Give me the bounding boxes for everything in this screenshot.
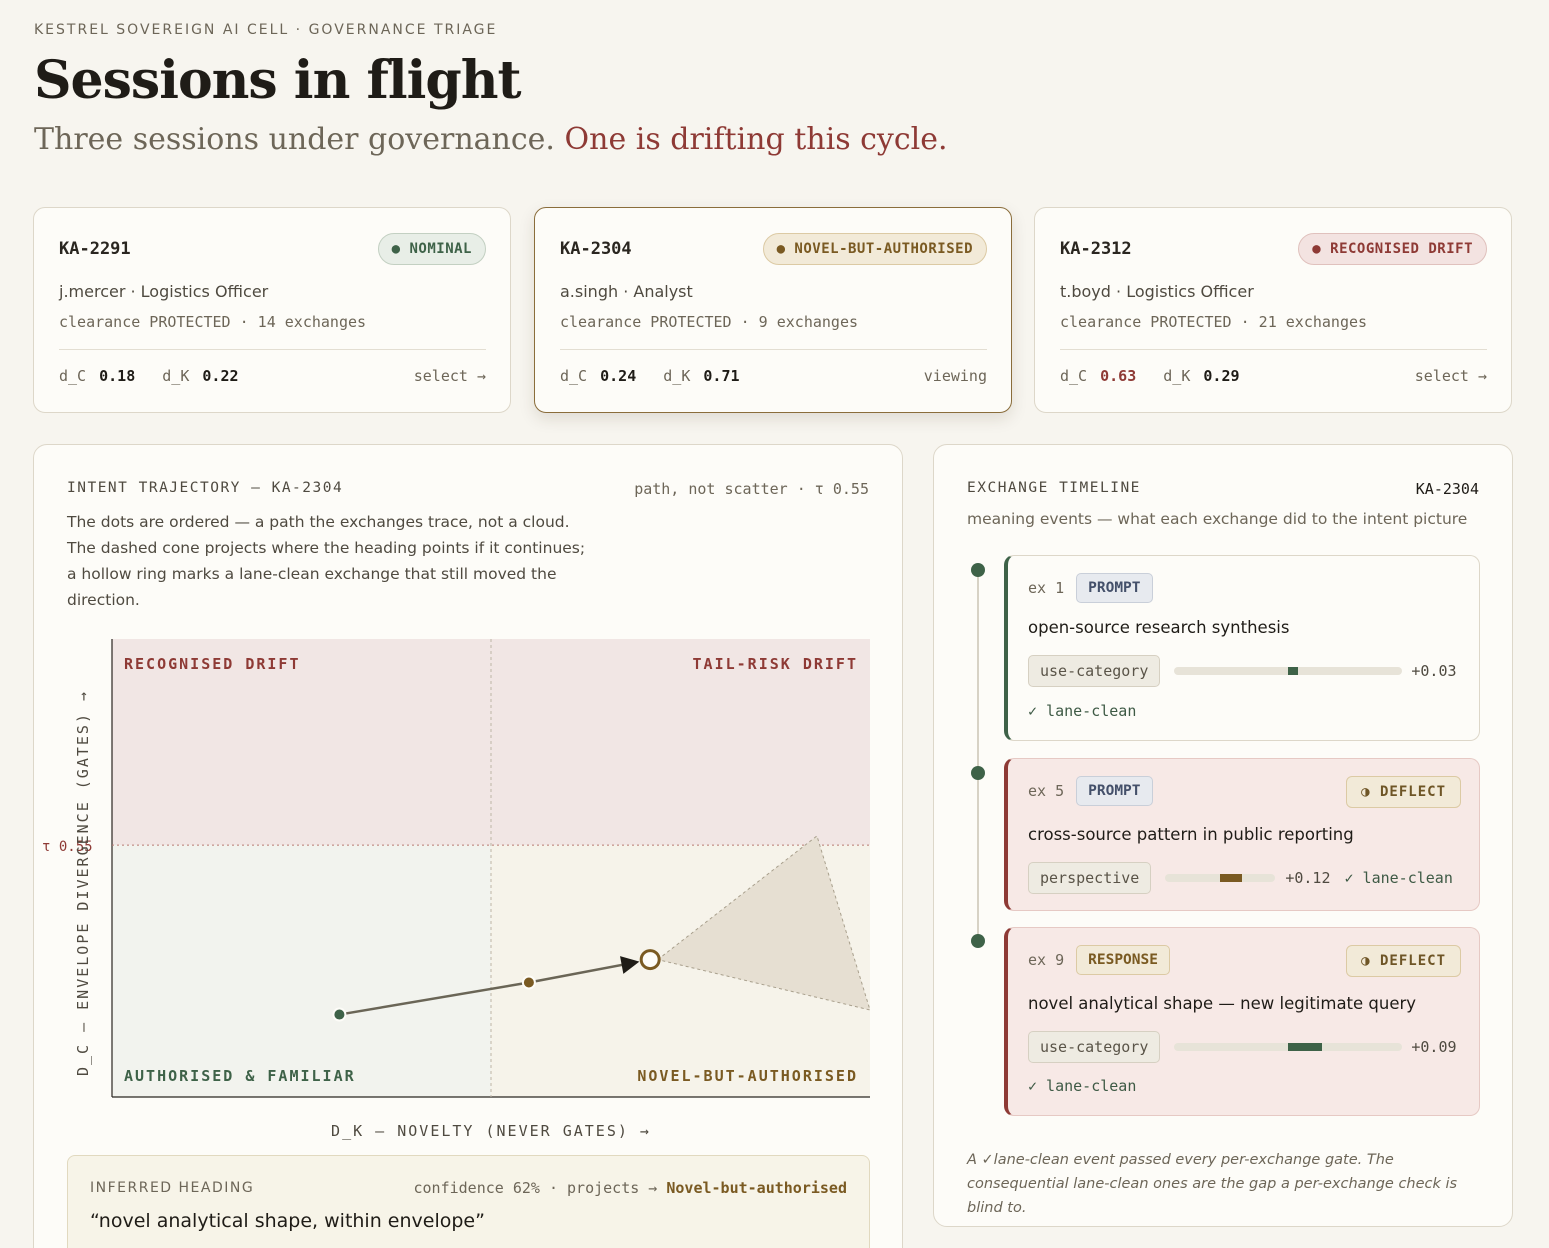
session-id: KA-2304 bbox=[560, 239, 632, 259]
delta-value: +0.03 bbox=[1411, 662, 1457, 680]
inferred-heading-box: INFERRED HEADING confidence 62% · projec… bbox=[67, 1155, 870, 1248]
heading-meta: confidence 62% · projects → Novel-but-au… bbox=[413, 1179, 848, 1197]
app-eyebrow: KESTREL SOVEREIGN AI CELL · GOVERNANCE T… bbox=[34, 22, 498, 38]
session-scores: d_C 0.24 d_K 0.71 bbox=[560, 367, 740, 385]
select-link[interactable]: select → bbox=[413, 367, 486, 385]
delta-bar-fill bbox=[1288, 667, 1299, 675]
timeline-panel: EXCHANGE TIMELINE KA-2304 meaning events… bbox=[933, 444, 1513, 1227]
dk-value: 0.71 bbox=[703, 367, 740, 385]
session-scores: d_C 0.18 d_K 0.22 bbox=[59, 367, 239, 385]
x-axis-label: D_K — NOVELTY (NEVER GATES) → bbox=[331, 1122, 651, 1140]
path-point bbox=[521, 975, 536, 990]
path-segment bbox=[528, 960, 637, 984]
page-subtitle: Three sessions under governance. One is … bbox=[34, 122, 948, 157]
session-id: KA-2312 bbox=[1060, 239, 1132, 259]
delta-value: +0.09 bbox=[1411, 1038, 1457, 1056]
quadrant-label-recognised-drift: RECOGNISED DRIFT bbox=[124, 655, 301, 673]
heading-arrowhead bbox=[620, 956, 640, 974]
event-text: cross-source pattern in public reporting bbox=[1028, 825, 1354, 844]
card-divider bbox=[1060, 349, 1487, 350]
heading-label: INFERRED HEADING bbox=[90, 1180, 255, 1196]
deflect-badge: ◑ DEFLECT bbox=[1346, 776, 1461, 808]
trajectory-title: INTENT TRAJECTORY — KA-2304 bbox=[67, 480, 344, 496]
timeline-footnote: A ✓lane-clean event passed every per-exc… bbox=[967, 1152, 1458, 1216]
event-kind-badge: PROMPT bbox=[1076, 776, 1153, 806]
projection-cone bbox=[656, 835, 871, 1011]
familiar-zone bbox=[112, 845, 491, 1097]
card-divider bbox=[59, 349, 486, 350]
path-segment bbox=[339, 981, 530, 1016]
session-meta: clearance PROTECTED · 14 exchanges bbox=[59, 313, 367, 331]
dc-value: 0.18 bbox=[99, 367, 136, 385]
lane-status: ✓ lane-clean bbox=[1028, 702, 1137, 720]
trajectory-chart: τ 0.55 RECOGNISED DRIFT TAIL-RISK DRIFT AUT… bbox=[42, 639, 871, 1140]
event-number: ex 9 bbox=[1028, 951, 1065, 969]
timeline-rail bbox=[977, 570, 979, 940]
event-text: novel analytical shape — new legitimate … bbox=[1028, 994, 1417, 1013]
page-title: Sessions in flight bbox=[34, 50, 522, 111]
event-kind-badge: RESPONSE bbox=[1076, 945, 1170, 975]
viewing-label: viewing bbox=[923, 367, 987, 385]
timeline-event[interactable]: ex 9 RESPONSE ◑ DEFLECT novel analytical… bbox=[1004, 927, 1480, 1116]
session-card-ka-2304[interactable]: KA-2304 ● NOVEL-BUT-AUTHORISED a.singh ·… bbox=[534, 207, 1012, 413]
event-number: ex 1 bbox=[1028, 579, 1065, 597]
status-badge: ● NOVEL-BUT-AUTHORISED bbox=[762, 233, 987, 265]
timeline-subtitle: meaning events — what each exchange did … bbox=[967, 510, 1468, 528]
delta-bar bbox=[1174, 1043, 1403, 1051]
status-badge: ● RECOGNISED DRIFT bbox=[1298, 233, 1487, 265]
session-card-ka-2291[interactable]: KA-2291 ● NOMINAL j.mercer · Logistics O… bbox=[33, 207, 511, 413]
delta-bar-fill bbox=[1288, 1043, 1323, 1051]
timeline-title: EXCHANGE TIMELINE bbox=[967, 480, 1141, 496]
session-user: a.singh · Analyst bbox=[560, 282, 693, 301]
event-chip: use-category bbox=[1028, 655, 1161, 687]
deflect-badge: ◑ DEFLECT bbox=[1346, 945, 1461, 977]
quadrant-label-novel: NOVEL-BUT-AUTHORISED bbox=[637, 1067, 858, 1085]
session-meta: clearance PROTECTED · 21 exchanges bbox=[1060, 313, 1368, 331]
subtitle-lead: Three sessions under governance. bbox=[34, 122, 555, 157]
quadrant-label-tail-risk: TAIL-RISK DRIFT bbox=[693, 655, 858, 673]
dk-value: 0.29 bbox=[1203, 367, 1240, 385]
timeline-session: KA-2304 bbox=[1415, 480, 1479, 498]
timeline-node bbox=[971, 563, 985, 577]
trajectory-panel: INTENT TRAJECTORY — KA-2304 path, not sc… bbox=[33, 444, 903, 1248]
session-scores: d_C 0.63 d_K 0.29 bbox=[1060, 367, 1240, 385]
dc-value: 0.24 bbox=[600, 367, 637, 385]
lane-status: ✓ lane-clean bbox=[1028, 1077, 1137, 1095]
card-divider bbox=[560, 349, 987, 350]
session-user: j.mercer · Logistics Officer bbox=[59, 282, 269, 301]
select-link[interactable]: select → bbox=[1414, 367, 1487, 385]
timeline-event[interactable]: ex 1 PROMPT open-source research synthes… bbox=[1004, 555, 1480, 741]
timeline-event[interactable]: ex 5 PROMPT ◑ DEFLECT cross-source patte… bbox=[1004, 758, 1480, 911]
session-id: KA-2291 bbox=[59, 239, 131, 259]
trajectory-description: The dots are ordered — a path the exchan… bbox=[67, 513, 586, 609]
timeline-node bbox=[971, 934, 985, 948]
delta-bar bbox=[1165, 874, 1276, 882]
path-point bbox=[332, 1007, 347, 1022]
delta-bar-fill bbox=[1220, 874, 1243, 882]
lane-status: ✓ lane-clean bbox=[1344, 869, 1453, 887]
session-card-ka-2312[interactable]: KA-2312 ● RECOGNISED DRIFT t.boyd · Logi… bbox=[1034, 207, 1512, 413]
dk-value: 0.22 bbox=[202, 367, 239, 385]
event-chip: use-category bbox=[1028, 1031, 1161, 1063]
y-axis-label: D_C — ENVELOPE DIVERGENCE (GATES) → bbox=[74, 690, 92, 1076]
threshold-label: τ 0.55 bbox=[42, 839, 93, 855]
trajectory-note: path, not scatter · τ 0.55 bbox=[634, 480, 869, 498]
path-point-hollow bbox=[639, 949, 661, 971]
session-meta: clearance PROTECTED · 9 exchanges bbox=[560, 313, 859, 331]
delta-value: +0.12 bbox=[1285, 869, 1331, 887]
event-chip: perspective bbox=[1028, 862, 1152, 894]
status-badge: ● NOMINAL bbox=[377, 233, 486, 265]
event-number: ex 5 bbox=[1028, 782, 1065, 800]
heading-target: Novel-but-authorised bbox=[666, 1179, 847, 1197]
event-kind-badge: PROMPT bbox=[1076, 573, 1153, 603]
heading-quote: “novel analytical shape, within envelope… bbox=[90, 1210, 485, 1232]
event-text: open-source research synthesis bbox=[1028, 618, 1290, 637]
quadrant-label-familiar: AUTHORISED & FAMILIAR bbox=[124, 1067, 356, 1085]
session-user: t.boyd · Logistics Officer bbox=[1060, 282, 1254, 301]
dc-value: 0.63 bbox=[1100, 367, 1137, 385]
delta-bar bbox=[1174, 667, 1403, 675]
timeline-node bbox=[971, 766, 985, 780]
subtitle-alert: One is drifting this cycle. bbox=[564, 122, 948, 157]
